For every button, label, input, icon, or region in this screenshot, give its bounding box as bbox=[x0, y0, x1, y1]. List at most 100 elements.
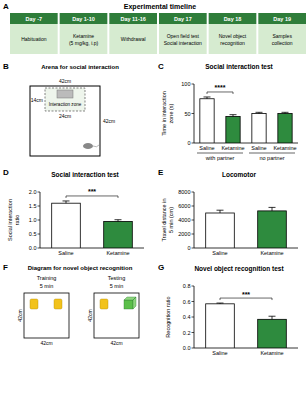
significance-label: *** bbox=[242, 291, 250, 298]
y-tick bbox=[38, 192, 41, 193]
phase-name: Training bbox=[37, 275, 57, 281]
arena-size: 42cm bbox=[40, 340, 52, 346]
panel-letter: F bbox=[3, 263, 8, 272]
zone-height: 14cm bbox=[31, 97, 43, 103]
bar bbox=[258, 319, 287, 348]
y-axis-label: Recognition ratio bbox=[165, 296, 171, 337]
x-tick-label: Ketamine bbox=[260, 250, 283, 256]
y-tick bbox=[38, 206, 41, 207]
x-tick-label: Ketamine bbox=[260, 350, 283, 356]
significance-label: **** bbox=[215, 84, 226, 91]
panel-letter: E bbox=[158, 168, 164, 177]
y-tick bbox=[192, 220, 195, 221]
error-bar bbox=[115, 220, 122, 222]
y-axis-label-line: Time in interaction bbox=[161, 91, 167, 136]
y-tick-label: 0.6 bbox=[183, 299, 191, 305]
timeline-step-text: Social interaction bbox=[164, 40, 202, 46]
arena-size: 42cm bbox=[87, 309, 93, 321]
error-bar bbox=[204, 97, 211, 99]
y-tick-label: 0.2 bbox=[183, 330, 191, 336]
plot-area bbox=[206, 207, 287, 248]
significance-bracket bbox=[220, 298, 272, 300]
y-tick-label: 8000 bbox=[178, 189, 190, 195]
timeline-step-text: recognition bbox=[220, 40, 245, 46]
arena-box bbox=[30, 86, 100, 156]
y-tick bbox=[38, 248, 41, 249]
timeline-step-box bbox=[258, 24, 306, 54]
arena-size: 42cm bbox=[103, 118, 115, 124]
y-axis-label: Travel distance in5 min (cm) bbox=[161, 199, 174, 242]
bar bbox=[52, 203, 81, 248]
timeline-day: Day 11-16 bbox=[120, 16, 145, 22]
arena-size: 42cm bbox=[59, 78, 71, 84]
y-tick bbox=[192, 143, 195, 144]
chart-title: Social interaction test bbox=[205, 63, 273, 70]
timeline-day-box bbox=[258, 13, 306, 24]
timeline-day-box bbox=[60, 13, 108, 24]
y-tick bbox=[192, 113, 195, 114]
timeline-step-box bbox=[109, 24, 157, 54]
x-tick-label: Ketamine bbox=[106, 250, 129, 256]
bar bbox=[206, 304, 235, 348]
bar bbox=[258, 211, 287, 248]
y-axis-label: Social interactionratio bbox=[7, 199, 20, 241]
y-tick bbox=[192, 301, 195, 302]
x-tick-label: Saline bbox=[58, 250, 73, 256]
y-tick-label: 2000 bbox=[178, 231, 190, 237]
timeline-day-box bbox=[10, 13, 58, 24]
y-tick-label: 0.5 bbox=[29, 231, 37, 237]
plot-area bbox=[200, 97, 292, 143]
y-tick-label: 2.0 bbox=[29, 189, 37, 195]
panel-letter: C bbox=[158, 62, 164, 71]
x-tick-label: Saline bbox=[251, 145, 266, 151]
phase-name: Testing bbox=[108, 275, 125, 281]
y-tick-label: 100 bbox=[181, 81, 190, 87]
x-tick-label: Saline bbox=[199, 145, 214, 151]
object-familiar bbox=[54, 299, 62, 309]
y-tick-label: 0.8 bbox=[183, 283, 191, 289]
y-tick-label: 50 bbox=[184, 111, 190, 117]
y-tick bbox=[192, 317, 195, 318]
y-axis-label-line: Social interaction bbox=[7, 199, 13, 241]
y-tick-label: 0.0 bbox=[29, 245, 37, 251]
figure: ABCDEFGExperimental timelineDay -7Habitu… bbox=[0, 0, 308, 400]
timeline-day-box bbox=[209, 13, 257, 24]
timeline-day: Day 1-10 bbox=[72, 16, 95, 22]
y-tick-label: 4000 bbox=[178, 217, 190, 223]
interaction-zone bbox=[45, 88, 85, 111]
timeline-day: Day -7 bbox=[26, 16, 43, 22]
timeline-step-text: collection bbox=[272, 40, 293, 46]
object-novel bbox=[124, 300, 133, 309]
zone-label: Interaction zone bbox=[49, 102, 82, 107]
y-tick bbox=[192, 332, 195, 333]
bar bbox=[278, 114, 292, 144]
timeline-step-text: (5 mg/kg, i.p) bbox=[69, 40, 99, 46]
y-axis-label-line: 5 min (cm) bbox=[168, 207, 174, 233]
timeline-step-text: Samples bbox=[272, 33, 292, 39]
error-bar bbox=[217, 210, 224, 213]
y-tick-label: 1.5 bbox=[29, 203, 37, 209]
bar bbox=[206, 213, 235, 248]
group-label: no partner bbox=[259, 155, 284, 161]
error-bar bbox=[269, 207, 276, 211]
x-tick-label: Ketamine bbox=[221, 145, 244, 151]
panel-letter: G bbox=[158, 263, 164, 272]
object-familiar bbox=[30, 299, 38, 309]
y-tick bbox=[192, 206, 195, 207]
nor-arena bbox=[94, 293, 139, 338]
object-familiar bbox=[100, 299, 108, 309]
chart-title: Social interaction test bbox=[51, 171, 119, 178]
mouse-tail bbox=[93, 145, 99, 147]
significance-label: *** bbox=[88, 188, 96, 195]
plot-area bbox=[52, 201, 133, 248]
plot-area bbox=[206, 303, 287, 348]
significance-bracket bbox=[207, 92, 233, 94]
error-bar bbox=[269, 316, 276, 319]
y-axis-label-line: ratio bbox=[14, 215, 20, 226]
timeline-step-text: Novel object bbox=[219, 33, 247, 39]
timeline-step-box bbox=[10, 24, 58, 54]
chart-title: Novel object recognition test bbox=[194, 265, 284, 273]
significance-bracket bbox=[66, 196, 118, 198]
bar bbox=[252, 114, 266, 144]
y-tick-label: 6000 bbox=[178, 203, 190, 209]
